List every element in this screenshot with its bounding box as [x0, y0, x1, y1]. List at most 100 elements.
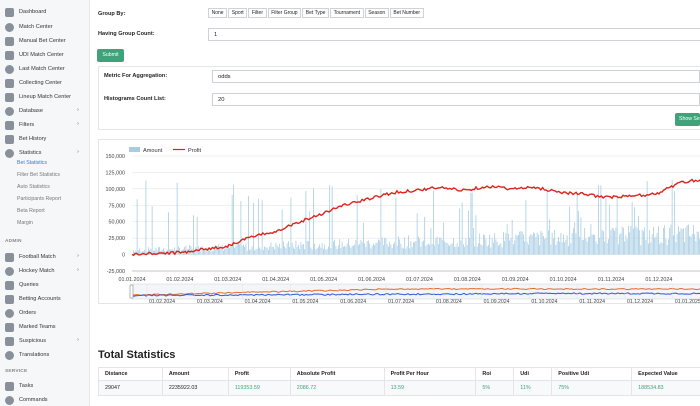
- column-header-expected-value[interactable]: Expected Value: [631, 367, 700, 381]
- sidebar: Dashboard Match Center Manual Bet Center UD…: [0, 0, 90, 406]
- sidebar-item-collecting-center[interactable]: Collecting Center: [0, 78, 89, 89]
- query-icon: [5, 281, 14, 290]
- sidebar-item-marked-teams[interactable]: Marked Teams: [0, 322, 89, 333]
- amount-bar: [285, 248, 287, 255]
- having-group-count-input[interactable]: 1: [208, 28, 700, 41]
- legend-profit-label[interactable]: Profit: [188, 148, 202, 154]
- sidebar-item-last-match-center[interactable]: Last Match Center: [0, 64, 89, 75]
- sidebar-item-udi-match-center[interactable]: UDI Match Center: [0, 50, 89, 61]
- amount-bar: [318, 246, 319, 255]
- amount-bar: [201, 245, 203, 255]
- cell-absolute-profit: 2086.72: [289, 380, 385, 396]
- sidebar-item-bet-history[interactable]: Bet History: [0, 134, 89, 145]
- amount-bar: [203, 250, 204, 255]
- navigator-tick-label: 01.06.2024: [340, 299, 366, 305]
- amount-bar: [408, 235, 409, 255]
- sidebar-item-filters[interactable]: Filters ›: [0, 120, 89, 131]
- amount-bar: [496, 241, 498, 255]
- amount-bar: [428, 243, 429, 255]
- statistics-chart: Amount Profit 150,000 125,000 100,000 75,000…: [106, 147, 700, 305]
- column-header-profit[interactable]: Profit: [227, 367, 291, 381]
- sidebar-item-dashboard[interactable]: Dashboard: [0, 7, 89, 18]
- amount-bar: [213, 250, 214, 255]
- sidebar-item-tasks[interactable]: Tasks: [0, 381, 89, 392]
- amount-bar: [445, 242, 447, 255]
- submit-button[interactable]: Submit: [97, 49, 124, 62]
- group-by-sport-button[interactable]: Sport: [228, 8, 248, 18]
- amount-bar: [559, 241, 561, 255]
- sidebar-item-database[interactable]: Database ›: [0, 106, 89, 117]
- amount-bar: [676, 234, 678, 255]
- metric-input[interactable]: odds: [212, 70, 700, 83]
- amount-bar: [459, 208, 461, 255]
- sidebar-item-match-center[interactable]: Match Center: [0, 22, 89, 33]
- amount-bar: [495, 239, 497, 255]
- sidebar-item-football-match[interactable]: Football Match ›: [0, 252, 89, 263]
- group-by-bet-type-button[interactable]: Bet Type: [302, 8, 330, 18]
- sidebar-item-statistics[interactable]: Statistics ›: [0, 148, 89, 159]
- histograms-input[interactable]: 20: [212, 93, 700, 106]
- sidebar-item-label: Orders: [19, 310, 37, 316]
- sidebar-item-label: Last Match Center: [19, 66, 65, 72]
- sidebar-item-hockey-match[interactable]: Hockey Match ›: [0, 266, 89, 277]
- sidebar-item-manual-bet-center[interactable]: Manual Bet Center: [0, 36, 89, 47]
- show-button[interactable]: Show Se: [675, 113, 700, 126]
- legend-amount-label[interactable]: Amount: [143, 148, 163, 154]
- amount-bar: [553, 238, 554, 255]
- navigator-left-handle[interactable]: [129, 284, 134, 299]
- column-header-distance[interactable]: Distance: [98, 367, 163, 381]
- amount-bar: [573, 228, 574, 255]
- sidebar-subitem-beta-report[interactable]: Beta Report: [17, 208, 45, 214]
- amount-bar: [485, 239, 487, 255]
- amount-bar: [580, 217, 582, 255]
- amount-bar: [396, 245, 398, 255]
- column-header-profit-per-hour[interactable]: Profit Per Hour: [383, 367, 477, 381]
- amount-bar: [334, 239, 336, 255]
- amount-bar: [164, 250, 166, 255]
- amount-bar: [231, 194, 233, 255]
- sidebar-item-translations[interactable]: Translations: [0, 350, 89, 361]
- sidebar-subitem-bet-statistics[interactable]: Bet Statistics: [17, 160, 47, 166]
- sidebar-subitem-margin[interactable]: Margin: [17, 220, 33, 226]
- group-by-filter-group-button[interactable]: Filter Group: [267, 8, 302, 18]
- y-tick-label: 150,000: [106, 154, 126, 160]
- amount-bar: [501, 247, 503, 255]
- column-header-amount[interactable]: Amount: [161, 367, 229, 381]
- column-header-absolute-profit[interactable]: Absolute Profit: [289, 367, 385, 381]
- amount-bar: [251, 246, 253, 255]
- amount-bar: [423, 240, 424, 255]
- x-tick-label: 01.11.2024: [598, 277, 625, 283]
- group-by-tournament-button[interactable]: Tournament: [330, 8, 364, 18]
- amount-bar: [671, 179, 673, 255]
- sidebar-item-commands[interactable]: Commands: [0, 395, 89, 406]
- amount-bar: [574, 222, 576, 255]
- group-by-bet-number-button[interactable]: Bet Number: [389, 8, 424, 18]
- amount-bar: [484, 235, 486, 255]
- users-icon: [5, 93, 14, 102]
- amount-bar: [584, 227, 586, 255]
- amount-bar: [270, 242, 272, 255]
- amount-bar: [339, 239, 341, 255]
- column-header-positive-udi[interactable]: Positive Udi: [551, 367, 633, 381]
- sidebar-item-suspicious[interactable]: Suspicious ›: [0, 336, 89, 347]
- navigator-tick-label: 01.11.2024: [579, 299, 605, 305]
- sidebar-subitem-filter-bet-statistics[interactable]: Filter Bet Statistics: [17, 172, 60, 178]
- sidebar-item-queries[interactable]: Queries: [0, 280, 89, 291]
- amount-bar: [223, 250, 224, 255]
- sidebar-subitem-auto-statistics[interactable]: Auto Statistics: [17, 184, 50, 190]
- amount-bar: [536, 232, 538, 255]
- group-by-filter-button[interactable]: Filter: [248, 8, 267, 18]
- column-header-roi[interactable]: Roi: [475, 367, 515, 381]
- group-by-none-button[interactable]: None: [208, 8, 228, 18]
- sidebar-item-betting-accounts[interactable]: Betting Accounts: [0, 294, 89, 305]
- group-by-season-button[interactable]: Season: [364, 8, 389, 18]
- sidebar-item-lineup-match-center[interactable]: Lineup Match Center: [0, 92, 89, 103]
- amount-bar: [528, 244, 529, 255]
- sidebar-item-orders[interactable]: Orders: [0, 308, 89, 319]
- column-header-udi[interactable]: Udi: [513, 367, 553, 381]
- navigator-track[interactable]: [131, 283, 700, 300]
- amount-bar: [214, 248, 216, 255]
- amount-bar: [411, 247, 413, 255]
- sidebar-subitem-participants-report[interactable]: Participants Report: [17, 196, 62, 202]
- amount-bar: [355, 239, 357, 255]
